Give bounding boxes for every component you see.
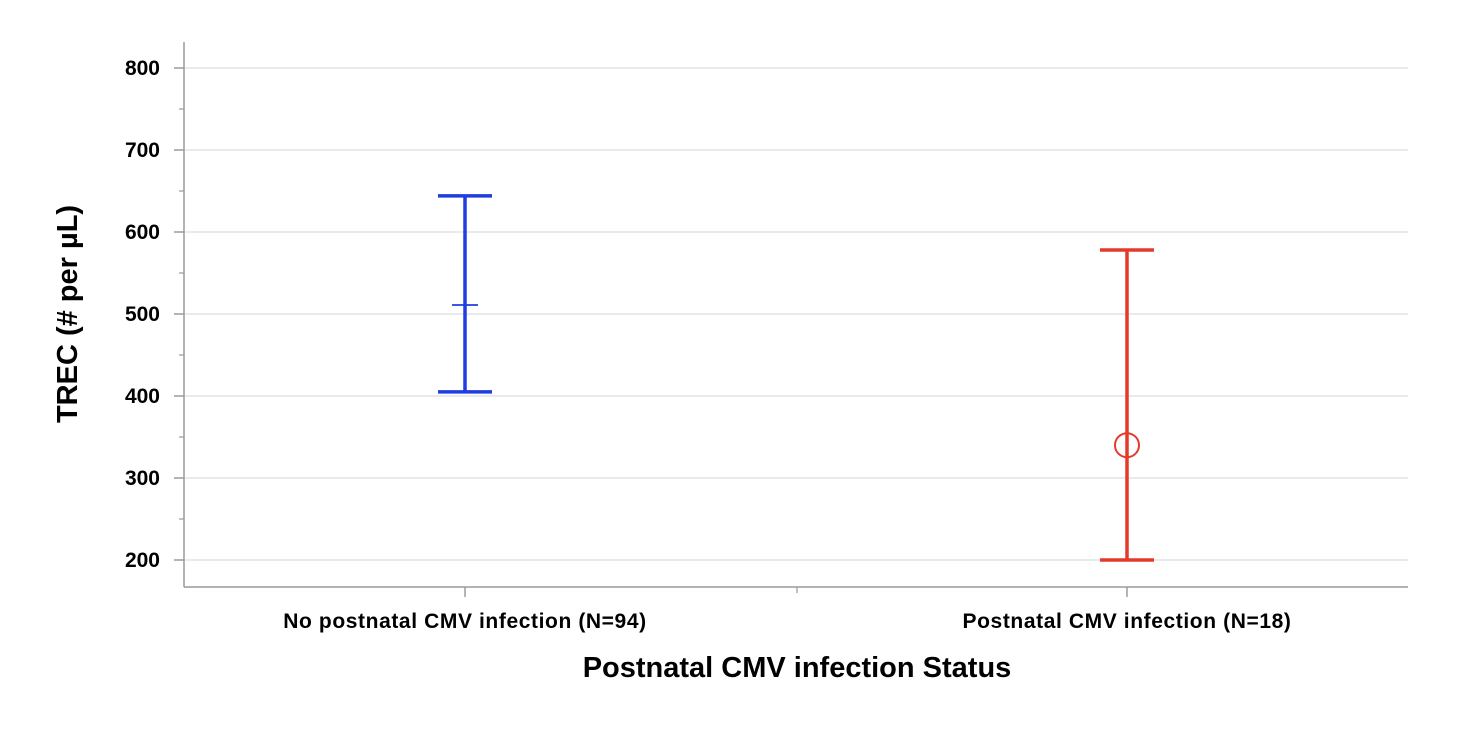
x-axis-title: Postnatal CMV infection Status — [583, 652, 1012, 684]
axes — [174, 42, 1408, 597]
x-category-labels: No postnatal CMV infection (N=94) Postnat… — [283, 610, 1291, 633]
x-category-label: No postnatal CMV infection (N=94) — [283, 610, 646, 633]
error-bars — [438, 194, 1154, 562]
y-tick-label: 800 — [125, 57, 160, 80]
x-category-label: Postnatal CMV infection (N=18) — [963, 610, 1292, 633]
center-marker-circle — [1114, 432, 1140, 459]
y-tick-labels: 200 300 400 500 600 700 800 — [125, 57, 160, 572]
grid-lines — [184, 67, 1408, 561]
error-bar-group — [1100, 248, 1154, 562]
y-tick-label: 600 — [125, 221, 160, 244]
y-tick-label: 500 — [125, 303, 160, 326]
y-tick-label: 400 — [125, 385, 160, 408]
y-tick-label: 300 — [125, 467, 160, 490]
y-tick-label: 200 — [125, 549, 160, 572]
y-axis-title: TREC (# per µL) — [52, 205, 84, 423]
error-bar-group — [438, 194, 492, 394]
y-tick-label: 700 — [125, 139, 160, 162]
